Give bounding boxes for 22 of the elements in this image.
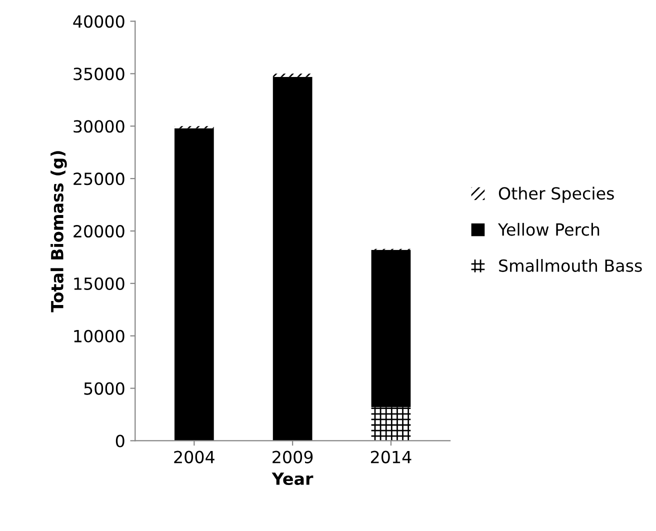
y-tick-label: 10000 [74, 330, 124, 342]
bar [371, 250, 411, 408]
bar [272, 76, 312, 441]
legend-label: Smallmouth Bass [499, 259, 642, 272]
y-tick-label: 0 [116, 434, 124, 448]
x-axis-title: Year [272, 472, 314, 486]
bar [371, 407, 411, 441]
x-tick-label: 2009 [272, 450, 313, 464]
legend-label: Other Species [498, 186, 614, 203]
y-tick-label: 5000 [84, 382, 124, 395]
legend-label: Yellow Perch [498, 222, 600, 236]
y-tick-label: 15000 [74, 277, 124, 290]
y-tick-label: 35000 [74, 68, 124, 80]
y-tick-label: 25000 [74, 172, 124, 186]
bar [272, 74, 312, 77]
x-tick-label: 2014 [370, 450, 412, 464]
y-tick-label: 30000 [74, 120, 124, 133]
x-tick-label: 2004 [174, 450, 214, 464]
y-tick-label: 40000 [73, 15, 124, 28]
bar [174, 128, 214, 441]
y-tick-label: 20000 [74, 224, 124, 238]
y-axis-title: Total Biomass (g) [50, 151, 67, 312]
